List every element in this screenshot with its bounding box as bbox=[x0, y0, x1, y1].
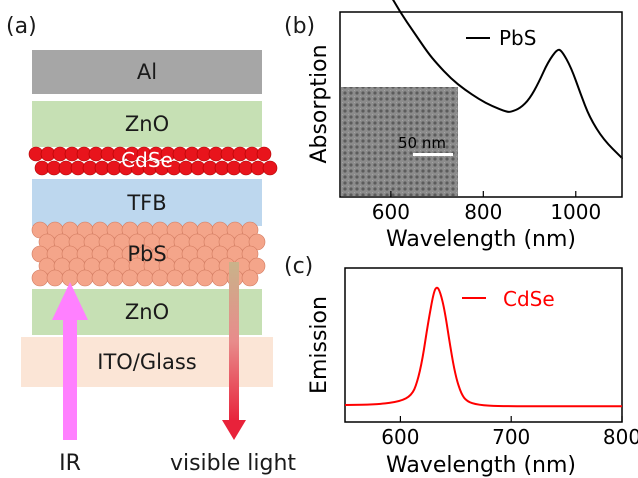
scale-bar-label: 50 nm bbox=[398, 134, 446, 152]
chart-b-ylabel: Absorption bbox=[307, 44, 332, 163]
x-tick-label: 800 bbox=[464, 200, 502, 224]
panel-label-b: (b) bbox=[284, 14, 316, 39]
x-tick-label: 1000 bbox=[550, 200, 601, 224]
cdse-curve bbox=[344, 286, 622, 408]
layer-pbs: PbS bbox=[127, 242, 167, 266]
x-tick-label: 800 bbox=[603, 425, 638, 449]
pbs-legend-label: PbS bbox=[499, 26, 536, 50]
layer-cdse: CdSe bbox=[121, 148, 173, 172]
layer-tfb: TFB bbox=[32, 179, 262, 226]
visible-light-label: visible light bbox=[169, 450, 297, 476]
panel-label-a: (a) bbox=[6, 14, 37, 39]
panel-label-c: (c) bbox=[284, 254, 314, 279]
cdse-legend-label: CdSe bbox=[503, 287, 555, 311]
x-tick-label: 600 bbox=[381, 425, 419, 449]
chart-c-frame bbox=[344, 267, 623, 423]
chart-c-ylabel: Emission bbox=[307, 296, 332, 394]
chart-b-xlabel: Wavelength (nm) bbox=[386, 227, 576, 252]
chart-c-xlabel: Wavelength (nm) bbox=[386, 453, 576, 478]
x-tick-label: 700 bbox=[492, 425, 530, 449]
x-tick-label: 600 bbox=[372, 200, 410, 224]
layer-zno-top: ZnO bbox=[32, 101, 262, 147]
scale-bar bbox=[413, 153, 453, 156]
tem-inset bbox=[341, 87, 458, 196]
chart-b-frame bbox=[339, 11, 623, 198]
ir-label: IR bbox=[59, 450, 81, 476]
layer-al: Al bbox=[32, 50, 262, 94]
pbs-curve bbox=[392, 0, 624, 160]
